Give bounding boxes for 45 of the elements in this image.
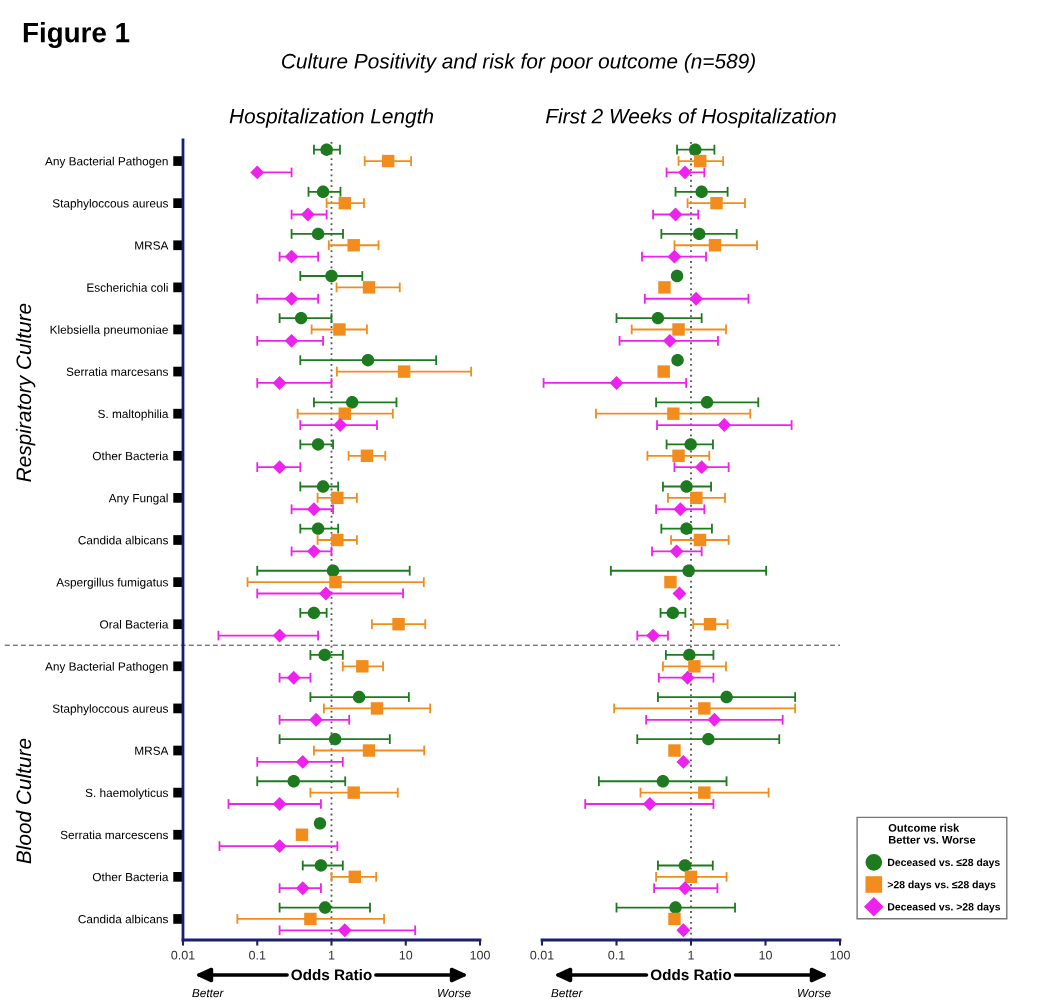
y-tick-label: Serratia marcesans: [66, 367, 168, 376]
text: Culture Positivity and risk for poor outcome (n=589): [282, 53, 755, 73]
y-tick-label: Staphyloccous aureus: [52, 198, 168, 210]
y-tick-label: Serratia marcescens: [60, 830, 168, 840]
chart-title: First 2 Weeks of Hospitalization: [545, 108, 836, 128]
y-tick-label: S. maltophilia: [98, 409, 169, 421]
y-tick-label: MRSA: [135, 746, 169, 755]
x-axis-title: Odds Ratio: [291, 969, 372, 981]
x-tick-label: 0.1: [249, 950, 266, 960]
legend-label: >28 days vs. ≤28 days: [887, 880, 996, 891]
y-tick-label: Oral Bacteria: [100, 619, 169, 629]
y-tick-label: Other Bacteria: [92, 872, 169, 882]
text: Worse: [797, 988, 831, 998]
chart-title: Hospitalization Length: [229, 108, 434, 128]
y-tick-label: S. haemolyticus: [85, 788, 168, 800]
text: Better: [551, 988, 583, 998]
caption: Figure 1: [23, 22, 130, 49]
text: Respiratory Culture: [15, 303, 36, 482]
y-tick-label: Any Bacterial Pathogen: [45, 662, 168, 674]
y-tick-label: Other Bacteria: [92, 451, 169, 461]
y-tick-label: Candida albicans: [78, 914, 168, 924]
y-tick-label: Klebsiella pneumoniae: [50, 325, 168, 337]
x-tick-label: 1: [688, 950, 694, 960]
x-tick-label: 100: [470, 950, 490, 960]
y-tick-label: Staphyloccous aureus: [52, 704, 168, 716]
x-tick-label: 1: [328, 950, 335, 960]
x-tick-label: 0.1: [608, 950, 625, 960]
text: Better: [192, 988, 224, 998]
y-tick-label: Aspergillus fumigatus: [56, 577, 168, 589]
x-tick-label: 10: [399, 950, 413, 960]
legend-title: Outcome risk Better vs. Worse: [888, 823, 976, 844]
y-tick-label: MRSA: [135, 241, 169, 250]
legend-label: Deceased vs. >28 days: [888, 902, 1001, 913]
y-tick-label: Candida albicans: [78, 535, 168, 545]
legend-label: Deceased vs. ≤28 days: [888, 858, 1000, 869]
text: Worse: [438, 988, 471, 998]
x-tick-label: 10: [759, 950, 772, 960]
x-tick-label: 0.01: [530, 950, 554, 960]
x-axis-title: Odds Ratio: [650, 969, 732, 981]
y-tick-label: Any Bacterial Pathogen: [45, 156, 168, 168]
x-tick-label: 100: [830, 950, 850, 960]
y-tick-label: Escherichia coli: [87, 283, 168, 292]
y-tick-label: Any Fungal: [108, 493, 168, 505]
text: Blood Culture: [15, 738, 32, 864]
x-tick-label: 0.01: [171, 950, 195, 960]
